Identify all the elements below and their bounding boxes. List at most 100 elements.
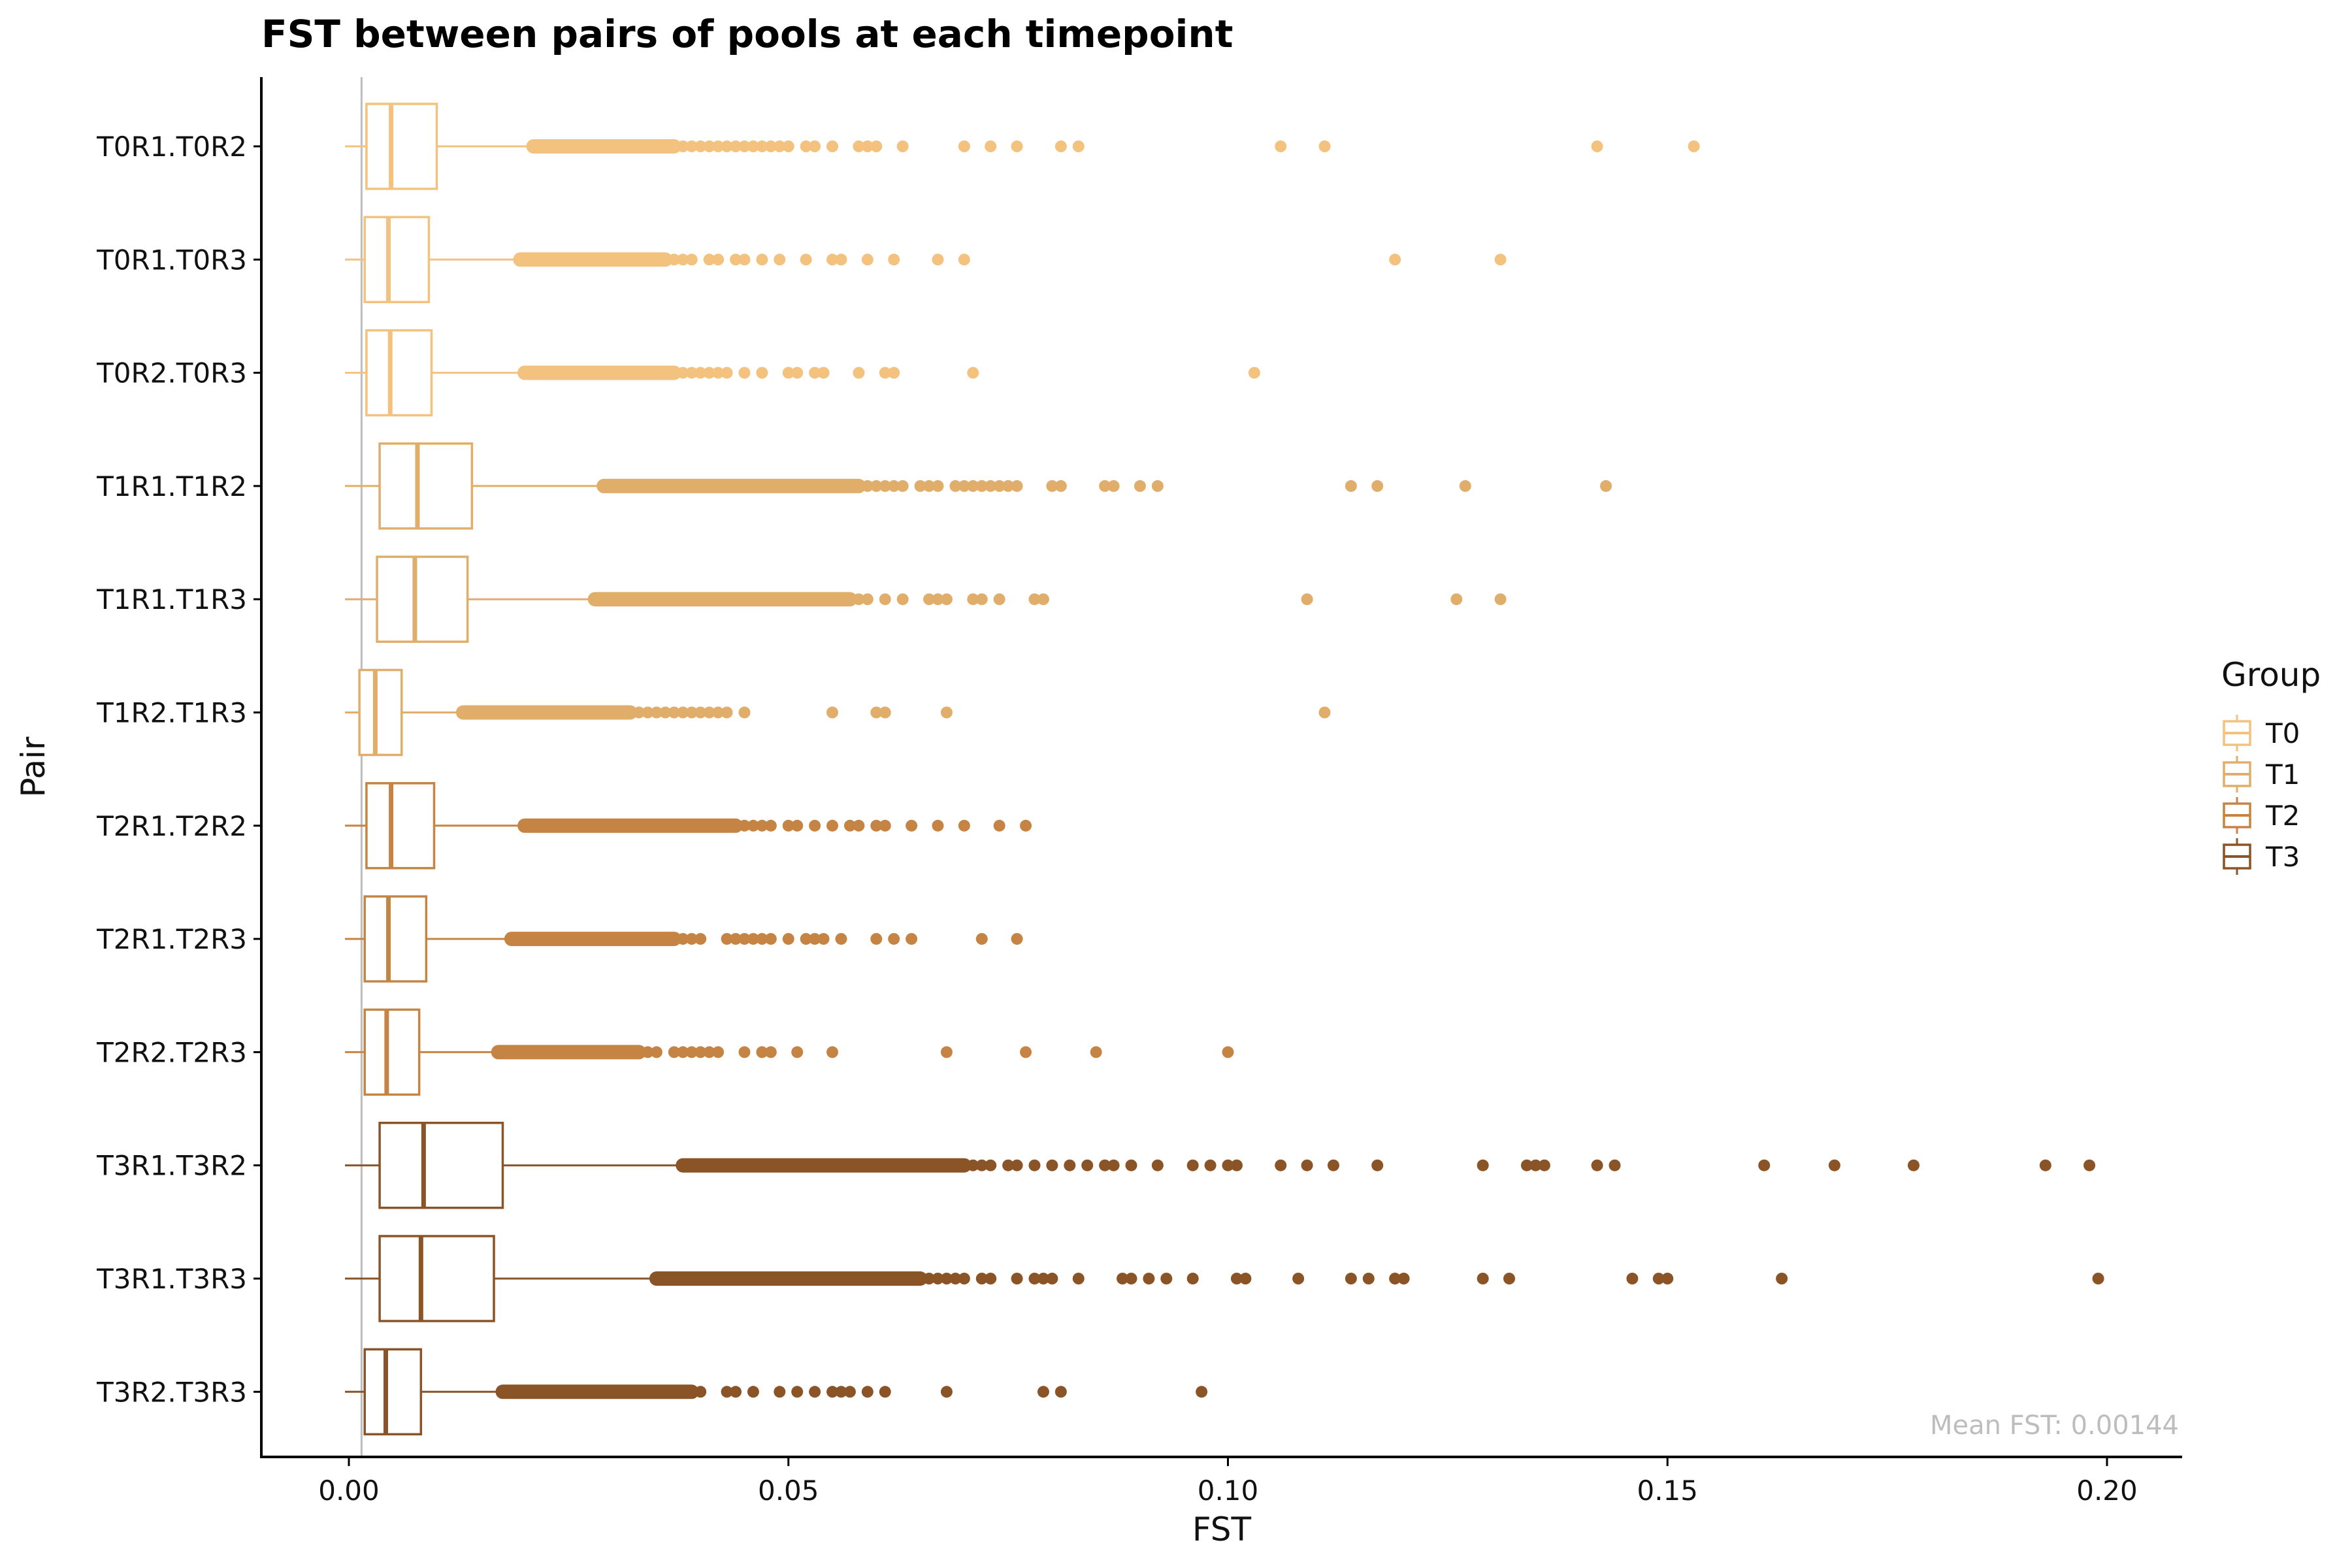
outlier-point [1389,1273,1401,1284]
outlier-point [738,706,751,719]
outlier-point [861,253,874,266]
outlier-point [870,933,883,945]
outlier-point [650,706,662,719]
outlier-point [1450,593,1463,606]
outlier-point [932,1273,944,1284]
outlier-point [1371,480,1384,492]
iqr-box [378,1121,504,1209]
outlier-point [940,593,953,606]
outlier-point [800,253,812,266]
outlier-point [694,1046,707,1058]
outlier-point [1028,593,1041,606]
outlier-point [1002,480,1015,492]
legend-item-T1: T1 [2223,756,2300,792]
outlier-point [906,819,918,832]
outlier-point [975,1273,988,1284]
y-tick-label-T2R2.T2R3: T2R2.T2R3 [96,1036,247,1068]
outlier-point [853,140,865,152]
outlier-point [764,933,777,945]
y-tick-label-T1R1.T1R3: T1R1.T1R3 [96,583,247,615]
legend-label-T1: T1 [2265,759,2300,791]
outlier-point [1072,140,1085,152]
outlier-point [703,367,715,379]
outlier-point [685,933,698,945]
outlier-point [826,140,839,152]
box-T0R1.T0R3 [345,216,1507,304]
outlier-point [1046,1273,1058,1284]
outlier-point [1248,367,1260,379]
outlier-point [1688,140,1700,152]
outlier-point [1151,480,1164,492]
outlier-point [861,140,874,152]
outlier-point [2092,1273,2104,1284]
outlier-point [958,1273,970,1284]
outlier-point [975,480,988,492]
legend-label-T2: T2 [2265,800,2300,832]
iqr-box [365,782,436,870]
outlier-point [1081,1159,1094,1171]
outlier-point [712,253,725,266]
outlier-point [1494,253,1507,266]
outlier-point [782,933,794,945]
outlier-point [1037,593,1049,606]
y-tick-label-T0R2.T0R3: T0R2.T0R3 [96,357,247,389]
box-T1R2.T1R3 [345,668,1331,757]
outlier-point [1011,933,1023,945]
outlier-point [685,706,698,719]
outlier-point [1459,480,1471,492]
outlier-point [879,480,891,492]
outlier-point [1828,1159,1840,1171]
y-tick-label-T3R1.T3R2: T3R1.T3R2 [96,1150,247,1182]
outlier-point [967,593,979,606]
outlier-point [967,367,979,379]
y-tick-label-T3R1.T3R3: T3R1.T3R3 [96,1263,247,1295]
iqr-box [365,103,438,190]
box-T2R2.T2R3 [345,1008,1234,1096]
outlier-point [1345,1273,1357,1284]
iqr-box [363,216,431,304]
outlier-point [738,140,751,152]
outlier-point [861,480,874,492]
outlier-point [712,1046,725,1058]
outlier-point [923,1273,936,1284]
outlier-point [853,819,865,832]
chart-title: FST between pairs of pools at each timep… [261,12,1233,56]
outlier-point [1204,1159,1217,1171]
outlier-point [677,367,689,379]
outlier-point [668,253,680,266]
outlier-point [1011,1159,1023,1171]
outlier-point [975,933,988,945]
outlier-point [791,1046,804,1058]
outlier-point [1125,1159,1137,1171]
y-tick-label-T3R2.T3R3: T3R2.T3R3 [96,1376,247,1408]
outlier-point [817,933,830,945]
outlier-point [764,140,777,152]
outlier-point [1275,140,1287,152]
outlier-point [1002,1159,1015,1171]
outlier-point [1626,1273,1639,1284]
outlier-point [958,819,970,832]
outlier-point [896,140,909,152]
outlier-point [826,819,839,832]
outlier-point [747,140,759,152]
outlier-point [738,933,751,945]
y-tick-label-T2R1.T2R2: T2R1.T2R2 [96,810,247,842]
x-tick-label: 0.15 [1637,1475,1698,1507]
outlier-point [1099,480,1111,492]
outlier-point [1397,1273,1410,1284]
outlier-point [677,253,689,266]
y-axis-ticks: T0R1.T0R2 T0R1.T0R3 T0R2.T0R3 T1R1.T1R2 T1R1… [96,131,261,1408]
outlier-point [738,819,751,832]
outlier-point [1362,1273,1375,1284]
legend-item-T0: T0 [2223,715,2300,751]
outlier-point [835,933,847,945]
outlier-point [1046,480,1058,492]
outlier-point [1776,1273,1788,1284]
outlier-point [2039,1159,2051,1171]
outlier-point [993,480,1005,492]
outlier-point [782,140,794,152]
outlier-point [835,253,847,266]
outlier-point [1222,1159,1234,1171]
outlier-point [923,480,936,492]
outlier-point [870,480,883,492]
